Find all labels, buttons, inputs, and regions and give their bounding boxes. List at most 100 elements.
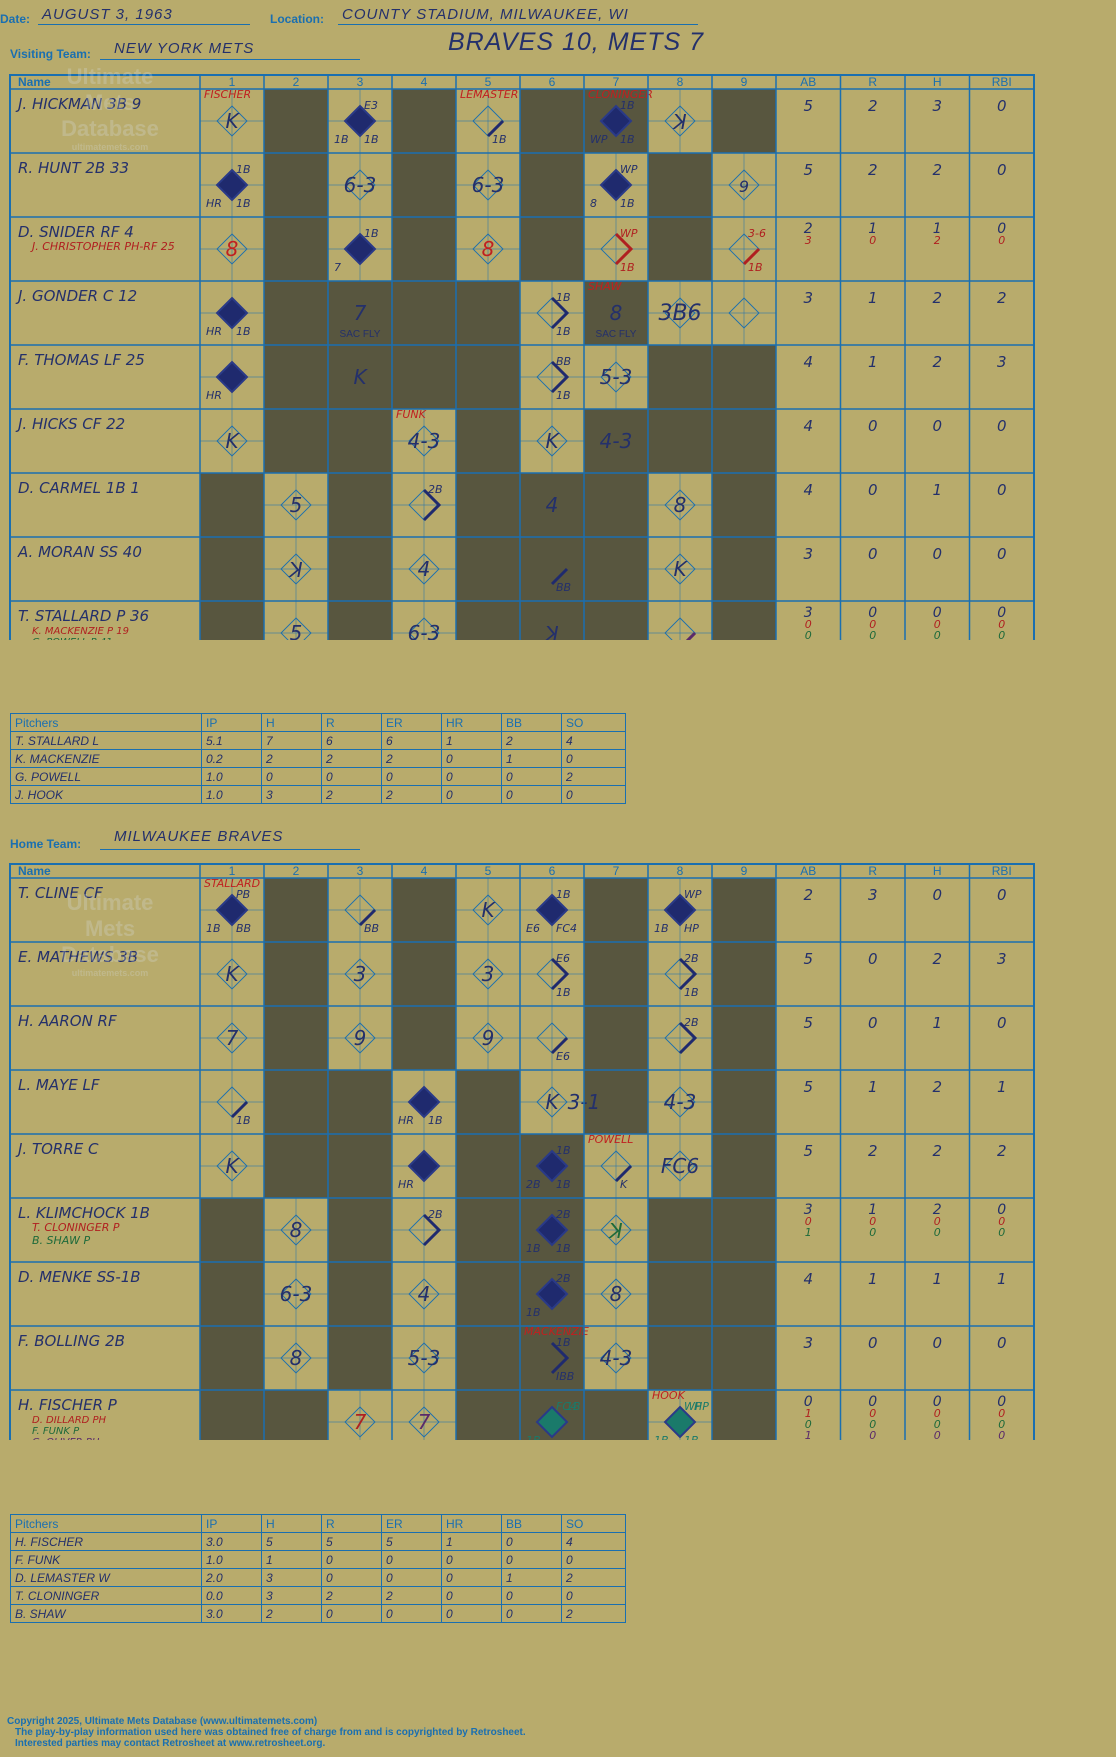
diamond-outline [280,1278,312,1310]
pitcher-stat-cell: 5 [321,1532,382,1551]
pitcher-stat-cell: 0 [561,749,626,768]
batter-name: H. AARON RF [18,1012,117,1030]
dark-cell [456,473,520,537]
base-advance-note: HP [694,1400,709,1413]
run-scored-diamond [535,1405,569,1439]
base-path-second [550,296,570,330]
batter-stat: 1 [932,481,942,499]
pitcher-stat-cell: 0 [321,1604,382,1623]
pitcher-column-header: H [261,713,322,732]
pitcher-column-header: Pitchers [10,1514,202,1533]
game-location: COUNTY STADIUM, MILWAUKEE, WI [342,6,629,23]
dark-cell [328,1134,392,1198]
pitcher-row: K. MACKENZIE 0.2 2 2 2 0 1 0 [10,749,626,768]
dark-cell [456,345,520,409]
hit-type-note: 1B [236,197,251,210]
diamond-outline [408,617,440,640]
pitcher-stat-cell: 0 [501,1550,562,1569]
batter-stat: 0 [868,545,878,563]
batter-stat: 0 [998,1226,1005,1239]
batter-stat: 0 [998,618,1005,631]
dark-cell [392,1006,456,1070]
batter-stat: 0 [934,1429,941,1440]
batter-stat: 2 [803,886,813,904]
dark-cell [200,601,264,640]
hit-type-note: 1B [620,261,635,274]
hit-type-note: 1B [556,1242,571,1255]
dark-cell [328,1262,392,1326]
game-date: AUGUST 3, 1963 [42,6,173,23]
diamond-outline [664,105,696,137]
batter-stat: 0 [869,618,876,631]
dark-cell [264,1006,328,1070]
base-advance-note: WP [684,888,702,901]
dark-cell [456,1134,520,1198]
batter-stat: 1 [805,1429,812,1440]
footer-contact: Interested parties may contact Retroshee… [15,1738,326,1749]
pitcher-stat-cell: F. FUNK [10,1550,202,1569]
dark-cell [520,153,584,217]
hit-type-note: BB [556,581,571,594]
play-result: K [481,898,496,922]
batter-stat: 3 [804,1202,813,1218]
play-result: 8 [226,237,239,261]
dark-cell [712,473,776,537]
diamond-outline [664,553,696,585]
stat-header: AB [800,75,816,89]
run-scored-diamond [343,104,377,138]
pitcher-stat-cell: 3 [261,1586,322,1605]
name-header: Name [18,75,51,89]
pitcher-stat-cell: 0 [381,767,442,786]
inning-header: 4 [421,75,428,89]
base-advance-note: 1B [556,291,571,304]
run-scored-diamond [535,1213,569,1247]
diamond-outline [664,297,696,329]
dark-cell [648,1262,712,1326]
play-result: 7 [354,1410,367,1434]
batter-stat: 4 [803,417,813,435]
batter-stat: 4 [803,1270,813,1288]
play-result: 6-3 [344,173,377,197]
dark-cell [712,878,776,942]
batter-stat: 0 [997,161,1007,179]
diamond-outline [344,1022,376,1054]
pitcher-stat-cell: 1 [501,749,562,768]
dark-cell [584,409,648,473]
hit-type-note: 8 [590,197,597,210]
pitcher-stat-cell: 2 [561,1568,626,1587]
dark-cell [456,1198,520,1262]
play-result: K [225,1154,240,1178]
play-result: 5-3 [408,1346,441,1370]
dark-cell [648,153,712,217]
pitcher-stat-cell: 2 [561,1604,626,1623]
batter-name: J. HICKMAN 3B 9 [15,95,141,113]
play-result: 4-3 [408,429,441,453]
hit-type-note: 1B [236,1114,251,1127]
run-scored-diamond [535,1277,569,1311]
dark-cell [712,1390,776,1440]
batter-stat: 5 [803,1078,813,1096]
grid-border [9,74,1035,640]
batter-stat: 0 [932,545,942,563]
batter-stat: 0 [869,1429,876,1440]
pitcher-stat-cell: 5.1 [201,731,262,750]
batter-stat: 2 [934,234,941,247]
batter-stat: 0 [805,618,812,631]
batter-name: L. KLIMCHOCK 1B [18,1204,150,1222]
pitcher-column-header: BB [501,1514,562,1533]
pitcher-row: J. HOOK 1.0 3 2 2 0 0 0 [10,785,626,804]
batter-stat: 4 [803,481,813,499]
pitcher-stat-cell: 0 [441,767,502,786]
pitcher-row: H. FISCHER 3.0 5 5 5 1 0 4 [10,1532,626,1551]
batter-stat: 5 [803,1014,813,1032]
batter-stat: 0 [934,629,941,640]
pitcher-stat-cell: 5 [261,1532,322,1551]
pitcher-stat-cell: 0 [321,1568,382,1587]
pitcher-column-header: SO [561,713,626,732]
pitcher-stat-cell: 7 [261,731,322,750]
substitute-name: K. MACKENZIE P 19 [32,626,129,637]
play-result: FC6 [661,1154,699,1178]
batter-stat: 3 [997,353,1007,371]
diamond-outline [280,617,312,640]
name-header: Name [18,864,51,878]
